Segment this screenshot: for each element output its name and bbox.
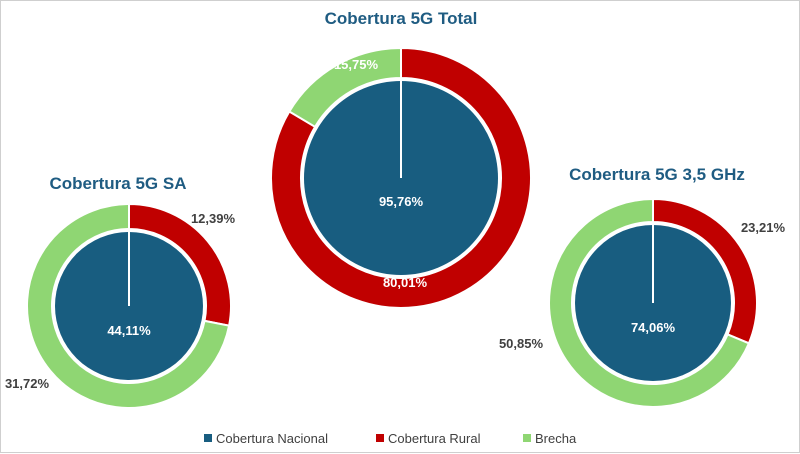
label-rural-total: 80,01% bbox=[383, 275, 428, 290]
chart-title-sa: Cobertura 5G SA bbox=[50, 174, 187, 193]
legend-label-rural: Cobertura Rural bbox=[388, 431, 481, 446]
label-nacional-35ghz: 74,06% bbox=[631, 320, 676, 335]
legend-swatch-nacional bbox=[204, 434, 212, 442]
ring-brecha-35ghz bbox=[548, 197, 751, 408]
chart-title-total: Cobertura 5G Total bbox=[325, 9, 478, 28]
donut-sa bbox=[26, 202, 232, 409]
label-brecha-sa: 31,72% bbox=[5, 376, 50, 391]
label-brecha-total: 15,75% bbox=[334, 57, 379, 72]
ring-rural-total bbox=[270, 46, 532, 309]
legend-label-brecha: Brecha bbox=[535, 431, 577, 446]
legend-swatch-rural bbox=[376, 434, 384, 442]
ring-brecha-sa bbox=[26, 202, 231, 409]
donut-35ghz bbox=[548, 197, 758, 408]
legend: Cobertura Nacional Cobertura Rural Brech… bbox=[204, 431, 577, 446]
label-nacional-sa: 44,11% bbox=[107, 323, 151, 338]
label-nacional-total: 95,76% bbox=[379, 194, 424, 209]
label-rural-sa: 12,39% bbox=[191, 211, 236, 226]
label-rural-35ghz: 23,21% bbox=[741, 220, 786, 235]
legend-label-nacional: Cobertura Nacional bbox=[216, 431, 328, 446]
chart-title-35ghz: Cobertura 5G 3,5 GHz bbox=[569, 165, 745, 184]
label-brecha-35ghz: 50,85% bbox=[499, 336, 544, 351]
legend-swatch-brecha bbox=[523, 434, 531, 442]
donut-total bbox=[270, 46, 532, 309]
